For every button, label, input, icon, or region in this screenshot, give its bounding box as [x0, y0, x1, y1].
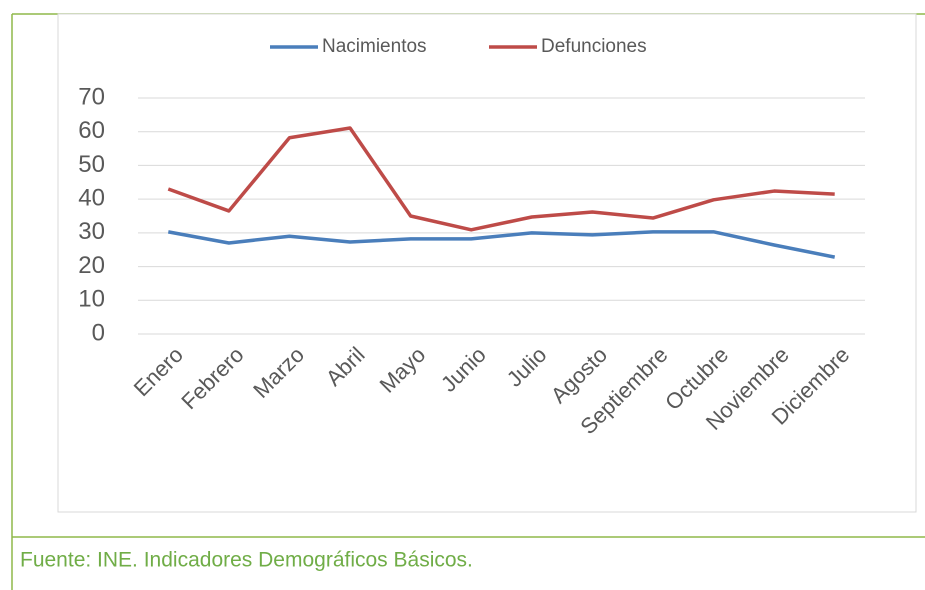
legend-label: Defunciones	[541, 36, 647, 57]
y-tick-label: 70	[78, 83, 105, 110]
y-tick-label: 30	[78, 218, 105, 245]
y-tick-label: 0	[92, 319, 105, 346]
chart-area	[57, 13, 917, 513]
legend-label: Nacimientos	[322, 36, 427, 57]
y-tick-label: 60	[78, 117, 105, 144]
series-line	[167, 126, 835, 232]
y-tick-label: 10	[78, 286, 105, 313]
y-tick-label: 40	[78, 184, 105, 211]
y-tick-label: 20	[78, 252, 105, 279]
y-tick-label: 50	[78, 151, 105, 178]
series-line	[167, 230, 836, 259]
source-note: Fuente: INE. Indicadores Demográficos Bá…	[20, 549, 473, 572]
